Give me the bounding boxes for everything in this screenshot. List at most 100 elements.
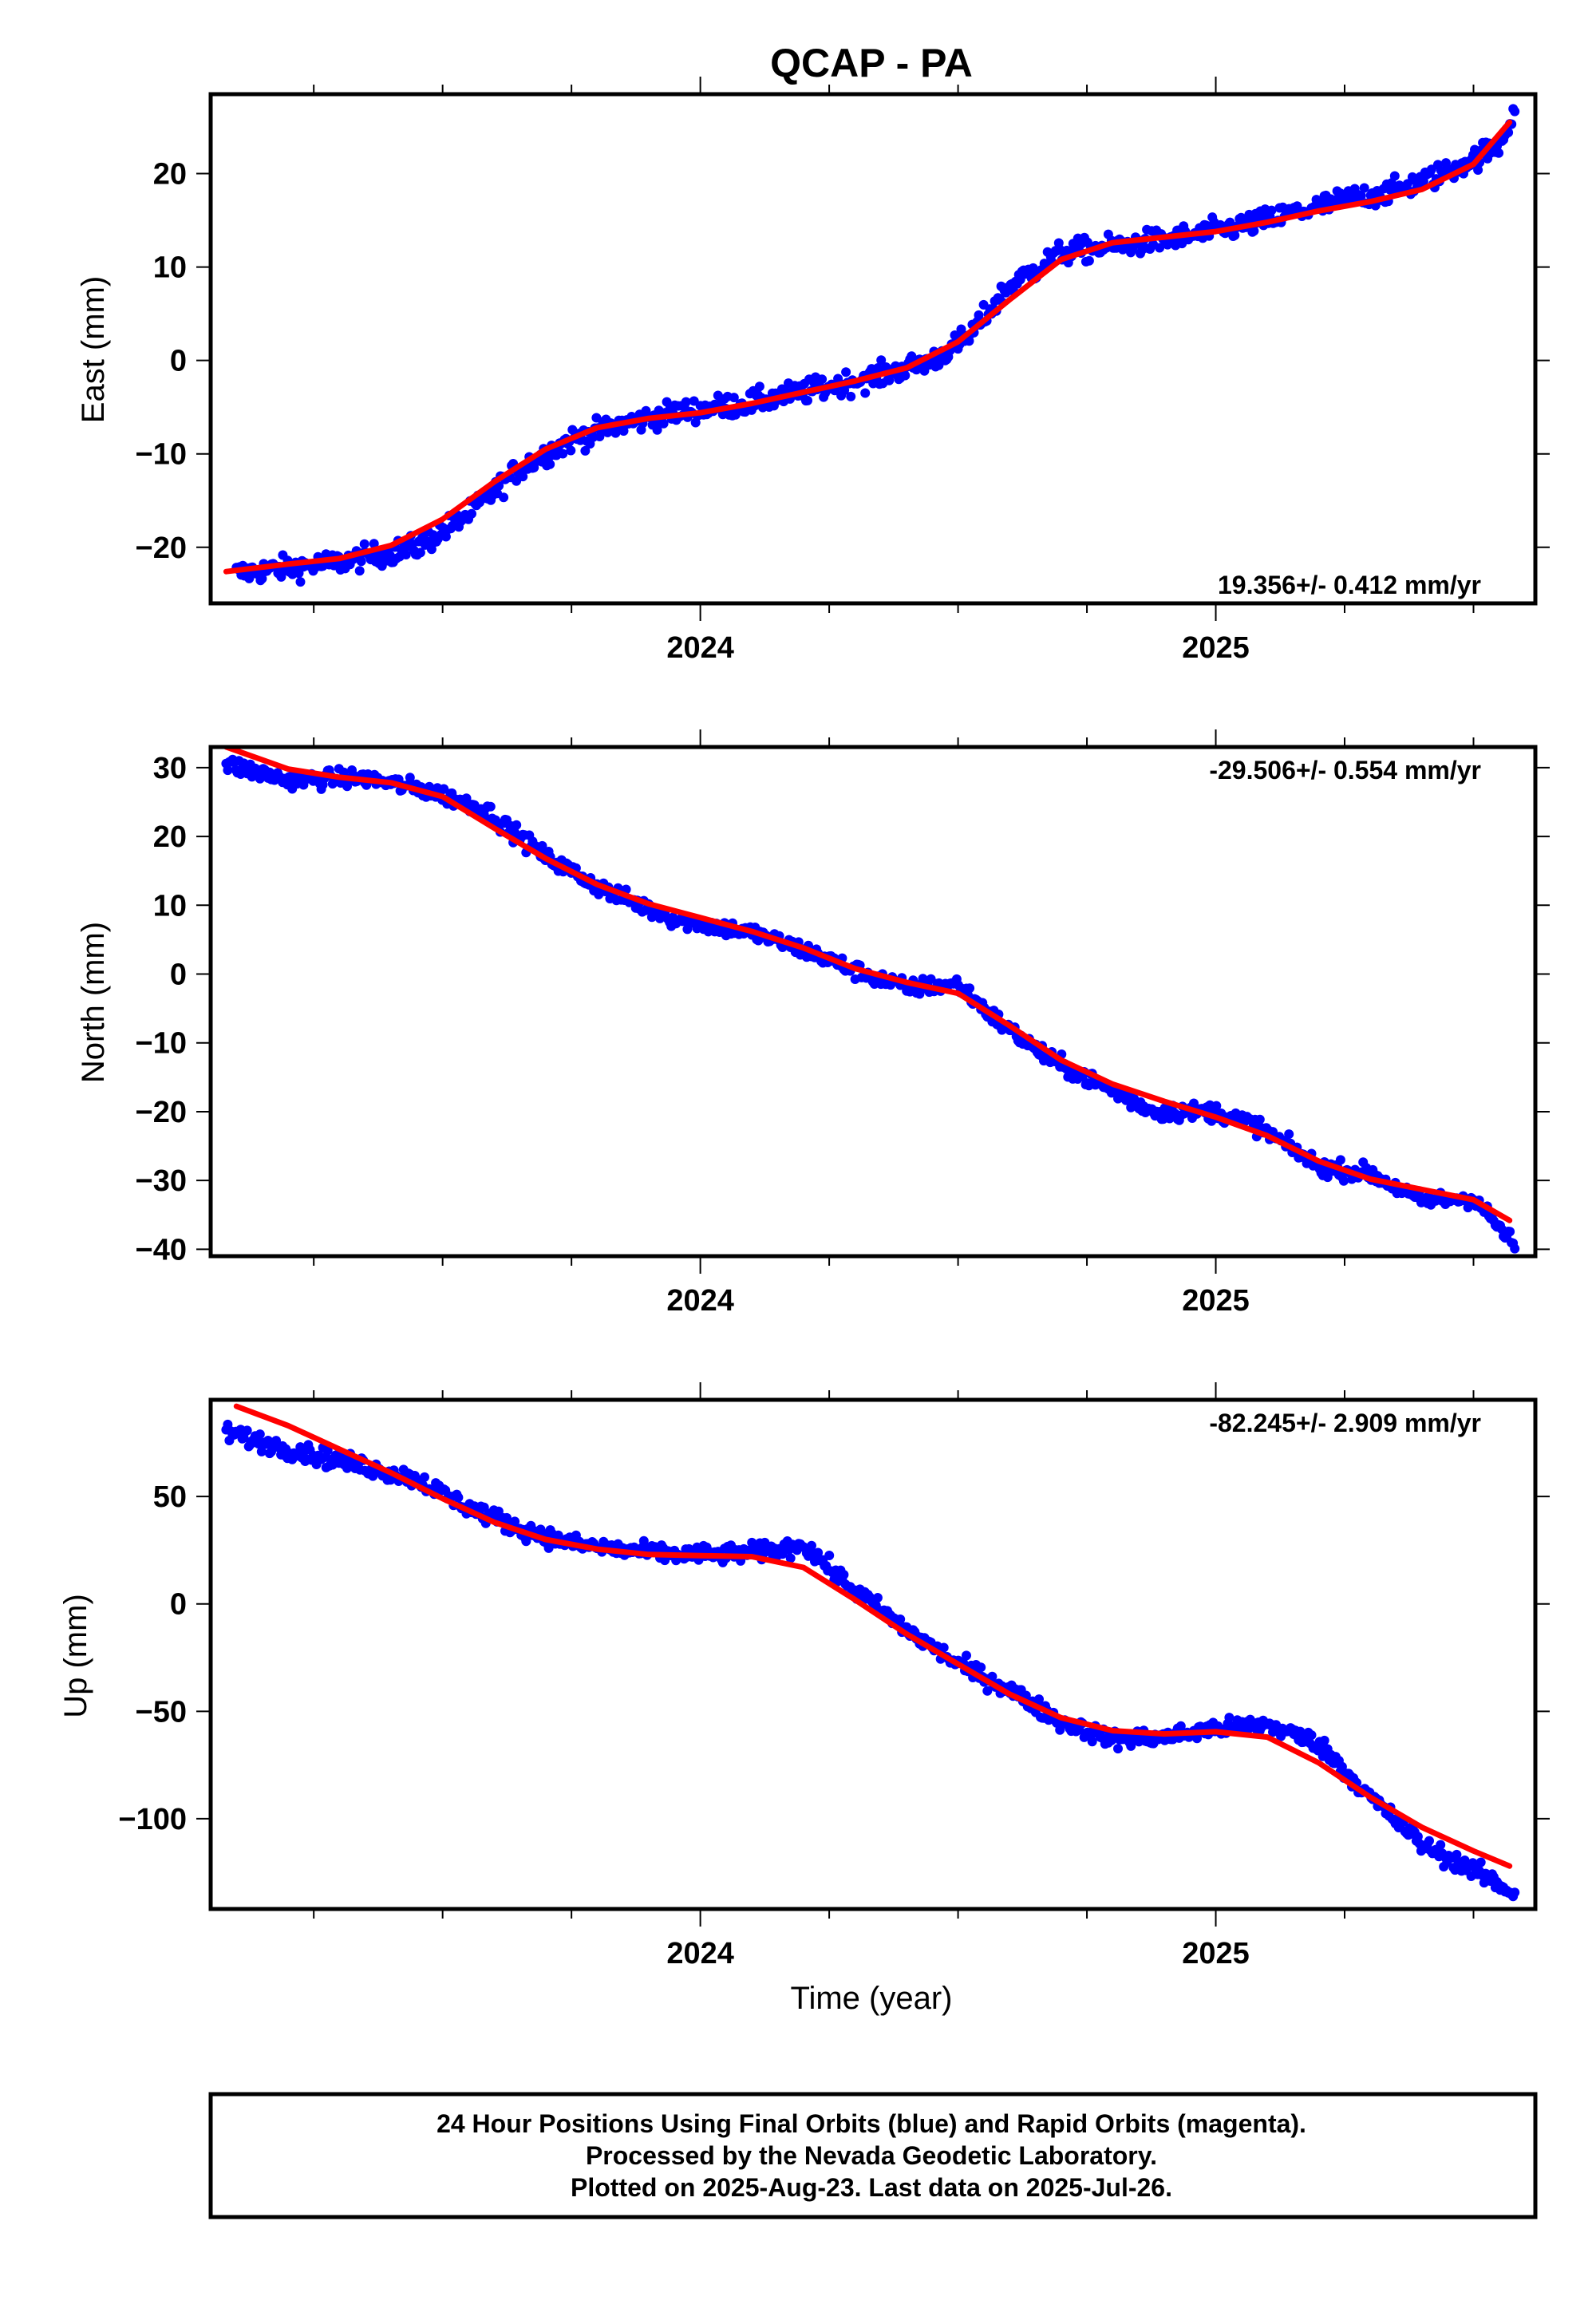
up-data-point bbox=[420, 1472, 429, 1482]
east-data-point bbox=[545, 459, 555, 469]
east-data-point bbox=[1359, 183, 1369, 193]
up-data-point bbox=[1113, 1744, 1123, 1754]
north-data-point bbox=[342, 781, 352, 792]
north-trend-line bbox=[223, 747, 1513, 1223]
up-plot-frame bbox=[208, 1397, 1538, 1911]
east-plot-frame bbox=[208, 92, 1538, 606]
east-data-point bbox=[359, 539, 369, 549]
up-data-point bbox=[1319, 1735, 1329, 1745]
y-tick-label: −100 bbox=[118, 1803, 187, 1836]
east-data-point bbox=[876, 355, 887, 366]
east-data-point bbox=[426, 544, 437, 555]
y-tick-label: −20 bbox=[136, 532, 187, 565]
up-data-point bbox=[895, 1614, 906, 1624]
note-line-3: Plotted on 2025-Aug-23. Last data on 202… bbox=[571, 2173, 1172, 2202]
east-data-point bbox=[1402, 179, 1412, 189]
north-axis-title: North (mm) bbox=[76, 922, 111, 1083]
up-data-point bbox=[1192, 1733, 1202, 1744]
y-tick-label: −10 bbox=[136, 1027, 187, 1061]
y-tick-label: 50 bbox=[153, 1480, 187, 1514]
up-data-point bbox=[785, 1553, 796, 1563]
east-panel: East (mm) −20 −10 0 10 20 2024 2025 19.356+/- 0… bbox=[76, 77, 1550, 665]
up-axis-title: Up (mm) bbox=[58, 1594, 93, 1718]
y-tick-label: −30 bbox=[136, 1164, 187, 1198]
east-data-point bbox=[754, 381, 764, 392]
y-tick-label: 30 bbox=[153, 752, 187, 785]
north-data-point bbox=[1510, 1243, 1520, 1254]
north-points bbox=[221, 754, 1520, 1254]
up-data-point bbox=[1337, 1761, 1347, 1772]
east-data-point bbox=[803, 395, 812, 405]
note-border bbox=[208, 2092, 1538, 2219]
up-data-point bbox=[1436, 1840, 1446, 1850]
north-data-point bbox=[1505, 1227, 1515, 1237]
up-data-point bbox=[1224, 1713, 1235, 1723]
up-data-point bbox=[872, 1593, 883, 1603]
east-data-point bbox=[900, 370, 911, 381]
east-data-point bbox=[881, 362, 891, 372]
up-points bbox=[221, 1419, 1520, 1902]
up-data-point bbox=[368, 1471, 378, 1481]
y-tick-label: 10 bbox=[153, 251, 187, 285]
north-data-point bbox=[1335, 1155, 1345, 1165]
y-tick-label: 0 bbox=[170, 1588, 187, 1622]
north-data-point bbox=[965, 983, 975, 994]
east-data-point bbox=[356, 556, 366, 567]
north-rate-label: -29.506+/- 0.554 mm/yr bbox=[1209, 756, 1481, 785]
up-data-point bbox=[1510, 1887, 1520, 1898]
up-data-point bbox=[322, 1445, 333, 1456]
y-tick-label: −40 bbox=[136, 1233, 187, 1267]
up-data-point bbox=[453, 1492, 464, 1503]
east-data-point bbox=[652, 425, 662, 435]
east-data-point bbox=[566, 445, 576, 456]
processing-note-box: 24 Hour Positions Using Final Orbits (bl… bbox=[208, 2092, 1538, 2219]
figure-title: QCAP - PA bbox=[770, 41, 973, 85]
up-data-point bbox=[553, 1530, 563, 1540]
up-data-point bbox=[256, 1446, 267, 1456]
up-rate-label: -82.245+/- 2.909 mm/yr bbox=[1209, 1409, 1481, 1437]
north-data-point bbox=[918, 974, 928, 984]
east-data-point bbox=[860, 388, 871, 398]
east-data-point bbox=[518, 472, 528, 482]
east-data-point bbox=[1473, 165, 1483, 175]
east-data-point bbox=[1249, 226, 1259, 236]
east-axis-title: East (mm) bbox=[76, 276, 111, 423]
east-data-point bbox=[529, 462, 539, 472]
east-data-point bbox=[354, 566, 365, 576]
north-data-point bbox=[255, 773, 265, 784]
east-data-point bbox=[1510, 106, 1520, 117]
east-data-point bbox=[729, 393, 739, 403]
east-data-point bbox=[1389, 171, 1400, 181]
up-data-point bbox=[987, 1671, 998, 1682]
up-panel: Up (mm) Time (year) −100 −50 0 50 2024 2025 -8… bbox=[58, 1382, 1550, 2016]
north-data-point bbox=[512, 820, 522, 830]
east-data-point bbox=[841, 367, 851, 377]
up-data-point bbox=[807, 1540, 816, 1551]
east-data-point bbox=[658, 418, 669, 429]
x-tick-label: 2025 bbox=[1182, 1284, 1250, 1318]
x-tick-label: 2024 bbox=[666, 1284, 734, 1318]
east-data-point bbox=[499, 492, 509, 503]
east-data-point bbox=[415, 547, 425, 558]
east-data-point bbox=[1230, 230, 1240, 240]
y-tick-label: 20 bbox=[153, 820, 187, 854]
up-data-point bbox=[962, 1650, 971, 1661]
east-data-point bbox=[956, 324, 966, 334]
north-data-point bbox=[510, 828, 520, 838]
east-data-point bbox=[1225, 217, 1235, 227]
east-data-point bbox=[401, 550, 411, 559]
up-data-point bbox=[1087, 1737, 1097, 1747]
up-data-point bbox=[938, 1642, 949, 1653]
north-data-point bbox=[485, 801, 496, 812]
y-tick-label: −50 bbox=[136, 1695, 187, 1729]
y-tick-label: 0 bbox=[170, 345, 187, 378]
east-data-point bbox=[369, 539, 379, 549]
east-data-point bbox=[846, 391, 856, 401]
east-data-point bbox=[1155, 243, 1165, 253]
x-tick-label: 2025 bbox=[1182, 1937, 1250, 1970]
y-tick-label: −10 bbox=[136, 438, 187, 472]
east-data-point bbox=[681, 397, 691, 407]
up-data-point bbox=[813, 1547, 824, 1558]
north-data-point bbox=[1211, 1101, 1222, 1111]
up-trend-line bbox=[233, 1403, 1513, 1869]
